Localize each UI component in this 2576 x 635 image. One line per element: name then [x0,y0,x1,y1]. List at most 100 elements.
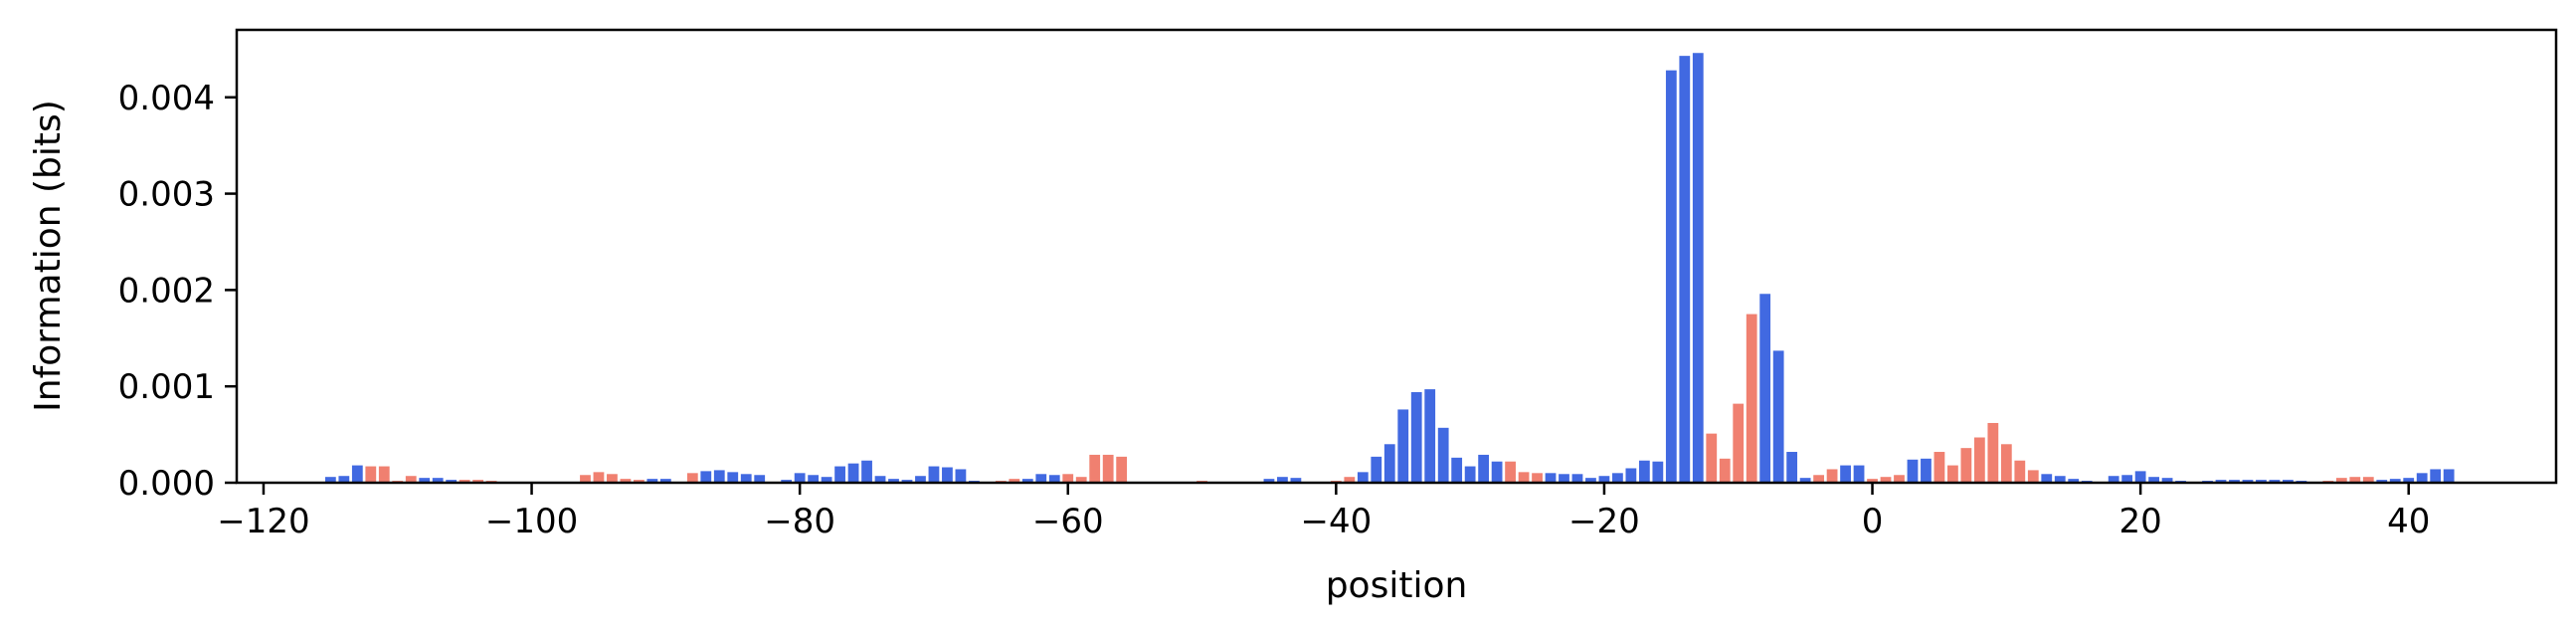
bar [1973,437,1985,483]
y-tick-label: 0.004 [118,79,215,118]
bar [1746,314,1757,483]
bar [378,466,390,483]
bar [713,470,725,483]
y-tick-label: 0.003 [118,175,215,215]
bar [1894,475,1905,483]
bar [808,475,820,483]
bar [1987,422,1999,483]
x-tick-label: −100 [485,502,578,541]
y-tick-label: 0.002 [118,271,215,311]
bar [659,479,671,483]
bar [1786,452,1798,483]
bar [781,480,793,483]
bar [459,480,470,483]
bar [1102,454,1114,483]
bar [2027,470,2039,483]
bar [834,466,845,483]
bar [419,478,431,483]
bar [1371,456,1382,483]
bar [1277,477,1288,483]
x-tick-label: −120 [217,502,309,541]
bar [1759,294,1771,483]
bar [1357,472,1369,483]
bar [2403,478,2415,483]
bar [1518,472,1530,483]
bar [1853,465,1865,483]
bar [1410,392,1422,483]
bar [2041,474,2053,483]
bar [1048,475,1060,483]
bar [1491,461,1503,483]
bar [1947,465,1958,483]
bar [928,466,940,483]
bar [1638,460,1650,483]
bar [1625,468,1637,483]
bar [351,465,363,483]
bar [2335,478,2347,483]
bar [847,463,859,483]
bar [2416,473,2428,483]
bar [1612,473,1623,483]
x-tick-label: 0 [1862,502,1884,541]
bar [1424,389,1436,483]
bar [1021,479,1033,483]
bar [2215,480,2227,483]
bar [794,473,806,483]
bar [1290,478,1302,483]
y-axis: 0.000 0.001 0.002 0.003 0.004 [118,79,237,504]
x-tick-label: −20 [1568,502,1640,541]
bar [1960,448,1972,483]
bar [2014,460,2026,483]
bar [1921,458,1932,483]
bar [727,472,739,483]
bar [2349,477,2361,483]
bar [1263,479,1275,483]
bar [1706,433,1718,483]
bar [1545,473,1557,483]
bar [2376,480,2388,483]
bar [365,466,377,483]
y-tick-label: 0.000 [118,464,215,504]
bar [1813,475,1824,483]
bar [1451,457,1463,483]
bar [1559,474,1569,483]
bar [686,473,698,483]
bar [1464,466,1476,483]
bar [2054,476,2066,483]
bar [888,479,899,483]
bar [405,476,417,483]
bar [1652,461,1664,483]
bar [1933,452,1945,483]
bar [861,460,872,483]
bar [446,480,458,483]
bar [1907,459,1919,483]
bar [2269,480,2281,483]
bar [634,480,644,483]
bar [740,474,752,483]
bar [646,479,658,483]
bar [874,476,886,483]
bar [1035,474,1047,483]
bar [2161,478,2173,483]
x-tick-label: 20 [2118,502,2161,541]
bar [2430,469,2442,483]
bar [1598,476,1610,483]
bar [1826,469,1838,483]
bar [1383,444,1395,483]
bar [2121,475,2133,483]
bar [1116,456,1128,483]
bar [2362,477,2374,483]
x-tick-label: 40 [2387,502,2430,541]
x-tick-label: −80 [764,502,835,541]
bar [1692,53,1704,483]
bar [432,478,444,483]
bar [1089,454,1101,483]
bar [1505,461,1516,483]
bar [1880,477,1892,483]
bar [324,477,336,483]
bar [942,467,953,483]
bar [1733,403,1745,483]
bar [1679,56,1691,483]
bar [472,480,484,483]
